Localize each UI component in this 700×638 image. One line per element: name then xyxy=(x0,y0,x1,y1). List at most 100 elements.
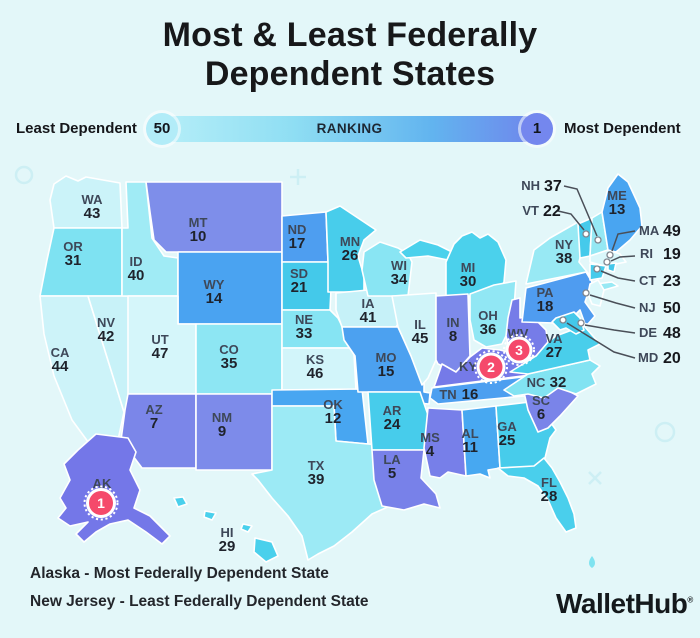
state-OH xyxy=(469,280,517,348)
state-HI-island-2 xyxy=(203,510,217,521)
rank-MN: 26 xyxy=(342,247,359,264)
rank-AZ: 7 xyxy=(150,415,158,432)
badge-AK: 1 xyxy=(83,485,119,521)
rank-LA: 5 xyxy=(388,465,396,482)
label-MN: MN xyxy=(340,234,360,249)
rank-KS: 46 xyxy=(307,365,324,382)
label-IA: IA xyxy=(362,296,376,311)
dot-VT xyxy=(582,230,590,238)
decor-plus-icon xyxy=(290,169,306,185)
footer-most-state: Alaska xyxy=(30,565,80,582)
footer-least-state: New Jersey xyxy=(30,593,116,610)
dot-MA xyxy=(606,251,614,259)
badge-AK-rank: 1 xyxy=(97,495,105,511)
state-KS xyxy=(281,347,357,391)
label-IN: IN xyxy=(447,315,460,330)
badge-KY: 2 xyxy=(474,350,508,384)
label-CA: CA xyxy=(51,345,70,360)
rank-CA: 44 xyxy=(52,358,69,375)
leader-MA xyxy=(611,230,636,252)
label-MD: MD xyxy=(638,350,658,365)
footer-least-dependent: New Jersey - Least Federally Dependent S… xyxy=(30,593,369,611)
label-GA: GA xyxy=(497,419,517,434)
label-KS: KS xyxy=(306,352,324,367)
leader-MD xyxy=(566,322,636,359)
rank-NM: 9 xyxy=(218,423,226,440)
state-FL xyxy=(497,457,577,533)
dot-DE xyxy=(577,319,585,327)
badge-WV-rank: 3 xyxy=(515,342,523,358)
label-MS: MS xyxy=(420,430,440,445)
rank-ID: 40 xyxy=(128,267,145,284)
rank-WY: 14 xyxy=(206,290,223,307)
state-RI xyxy=(607,262,617,273)
label-LA: LA xyxy=(383,452,401,467)
rank-IN: 8 xyxy=(449,328,457,345)
label-IL: IL xyxy=(414,317,426,332)
rank-AL: 11 xyxy=(462,439,478,456)
dot-NJ xyxy=(582,289,590,297)
leader-NJ xyxy=(589,294,636,309)
label-VT: VT xyxy=(522,203,539,218)
rank-GA: 25 xyxy=(499,432,516,449)
label-KY: KY xyxy=(459,359,477,374)
rank-HI: 29 xyxy=(219,538,236,555)
rank-WA: 43 xyxy=(84,205,101,222)
rank-NE: 33 xyxy=(296,325,313,342)
rank-NV: 42 xyxy=(98,328,115,345)
state-HI-island-4 xyxy=(253,537,279,563)
title-line-1: Most & Least Federally xyxy=(162,16,538,54)
label-NV: NV xyxy=(97,315,115,330)
state-LA xyxy=(371,449,441,511)
rank-MT: 10 xyxy=(190,228,207,245)
state-HI-island-3 xyxy=(240,523,253,533)
label-MI: MI xyxy=(461,260,475,275)
rank-TN: 16 xyxy=(462,386,479,403)
label-AL: AL xyxy=(461,426,478,441)
label-WI: WI xyxy=(391,258,407,273)
label-SD: SD xyxy=(290,266,308,281)
legend-least-label: Least Dependent xyxy=(16,120,137,137)
decor-droplet-icon xyxy=(589,556,595,568)
label-WY: WY xyxy=(204,277,225,292)
state-WI xyxy=(361,241,413,297)
label-WA: WA xyxy=(82,192,104,207)
label-HI: HI xyxy=(221,525,234,540)
rank-SC: 6 xyxy=(537,406,545,423)
label-ME: ME xyxy=(607,188,627,203)
legend-most-label: Most Dependent xyxy=(564,120,681,137)
rank-DE: 48 xyxy=(663,325,681,342)
rank-MO: 15 xyxy=(378,363,395,380)
rank-MD: 20 xyxy=(663,350,681,367)
state-WA xyxy=(49,175,123,229)
footer-least-text: - Least Federally Dependent State xyxy=(119,593,369,610)
rank-VA: 27 xyxy=(546,344,563,361)
label-NM: NM xyxy=(212,410,232,425)
rank-NJ: 50 xyxy=(663,300,681,317)
rank-TX: 39 xyxy=(308,471,325,488)
rank-MI: 30 xyxy=(460,273,477,290)
rank-NH: 37 xyxy=(544,178,562,195)
registered-mark-icon: ® xyxy=(687,595,693,605)
legend-rank-1-bubble: 1 xyxy=(521,113,553,145)
state-MI-upper xyxy=(399,239,453,261)
leader-DE xyxy=(584,324,636,334)
rank-MA: 49 xyxy=(663,223,681,240)
label-FL: FL xyxy=(541,475,557,490)
state-NM xyxy=(195,393,273,471)
wallethub-logo: WalletHub® xyxy=(556,588,693,620)
footer-most-text: - Most Federally Dependent State xyxy=(84,565,329,582)
title-line-2: Dependent States xyxy=(204,55,496,93)
label-NY: NY xyxy=(555,237,573,252)
legend-rank-50-bubble: 50 xyxy=(146,113,178,145)
label-VA: VA xyxy=(545,331,563,346)
state-CO xyxy=(195,323,283,395)
ranking-gradient-bar: RANKING xyxy=(162,116,537,142)
rank-IL: 45 xyxy=(412,330,429,347)
rank-VT: 22 xyxy=(543,203,561,220)
label-TN: TN xyxy=(439,387,456,402)
leader-CT xyxy=(600,270,636,282)
label-NE: NE xyxy=(295,312,313,327)
